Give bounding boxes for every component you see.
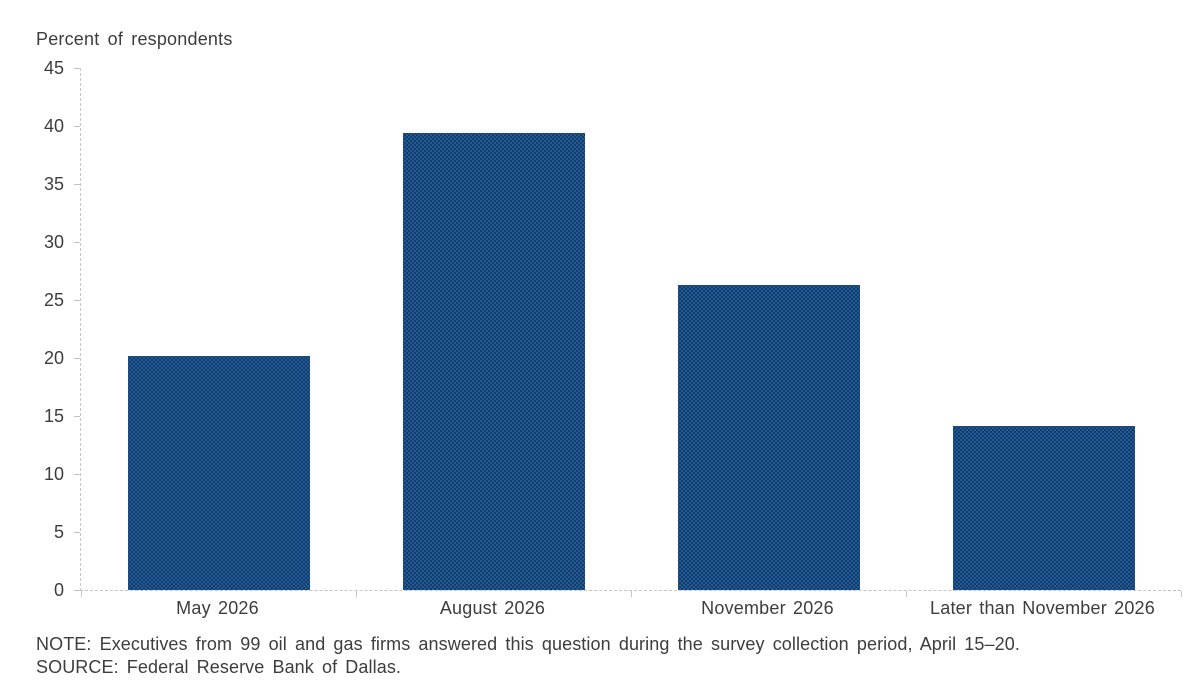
y-tick-label: 0 (53, 580, 64, 600)
x-tick-mark (355, 591, 357, 597)
y-tick-label: 45 (43, 58, 64, 78)
y-tick-label: 30 (43, 232, 64, 252)
bar-may-2026 (127, 355, 310, 590)
x-tick-mark (905, 591, 907, 597)
y-tick-mark (74, 67, 80, 69)
x-tick-mark (1180, 591, 1182, 597)
plot-area (74, 67, 1182, 597)
y-tick-label: 20 (43, 348, 64, 368)
y-tick-mark (74, 473, 80, 475)
y-tick-mark (74, 415, 80, 417)
source-line: SOURCE: Federal Reserve Bank of Dallas. (36, 657, 402, 677)
x-category-label: August 2026 (439, 598, 546, 618)
y-tick-label: 15 (43, 406, 64, 426)
x-category-label: November 2026 (701, 598, 834, 618)
y-tick-label: 35 (43, 174, 64, 194)
y-tick-mark (74, 299, 80, 301)
x-category-label: Later than November 2026 (930, 598, 1155, 618)
bar-november-2026 (677, 284, 860, 590)
y-tick-label: 40 (43, 116, 64, 136)
x-category-label: May 2026 (176, 598, 259, 618)
y-tick-label: 5 (53, 522, 64, 542)
y-tick-mark (74, 241, 80, 243)
chart-notes: NOTE: Executives from 99 oil and gas fir… (36, 633, 1020, 679)
y-tick-mark (74, 125, 80, 127)
y-tick-mark (74, 357, 80, 359)
y-tick-mark (74, 589, 80, 591)
y-tick-mark (74, 531, 80, 533)
y-tick-label: 25 (43, 290, 64, 310)
note-line: NOTE: Executives from 99 oil and gas fir… (36, 634, 1020, 654)
y-tick-mark (74, 183, 80, 185)
bar-august-2026 (402, 132, 585, 590)
y-tick-label: 10 (43, 464, 64, 484)
x-tick-mark (630, 591, 632, 597)
y-axis-title: Percent of respondents (36, 29, 233, 49)
x-tick-mark (80, 591, 82, 597)
bar-later-than-november-2026 (952, 426, 1135, 590)
